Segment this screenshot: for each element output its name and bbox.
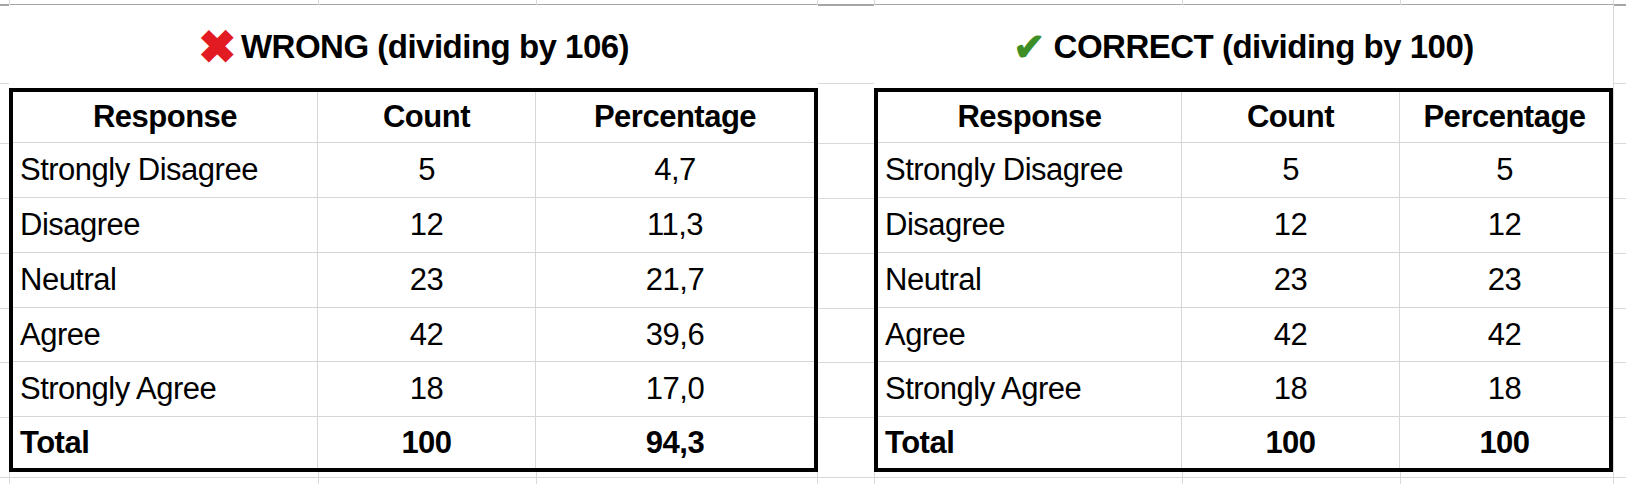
correct-title-text: CORRECT (dividing by 100) xyxy=(1054,28,1474,66)
check-mark-icon: ✔ xyxy=(1013,28,1044,66)
header-cell-response[interactable]: Response xyxy=(13,92,318,143)
cell-response[interactable]: Disagree xyxy=(878,198,1182,253)
cell-response[interactable]: Strongly Disagree xyxy=(878,143,1182,198)
cell-response[interactable]: Neutral xyxy=(878,253,1182,308)
cell-percentage[interactable]: 18 xyxy=(1400,362,1609,417)
cell-percentage[interactable]: 17,0 xyxy=(536,362,814,417)
cell-percentage[interactable]: 42 xyxy=(1400,308,1609,362)
wrong-title-text: WRONG (dividing by 106) xyxy=(241,28,629,66)
cell-percentage[interactable]: 39,6 xyxy=(536,308,814,362)
total-label-cell[interactable]: Total xyxy=(878,417,1182,468)
correct-table: Response Count Percentage Strongly Disag… xyxy=(874,88,1613,472)
cell-count[interactable]: 18 xyxy=(1182,362,1400,417)
header-cell-count[interactable]: Count xyxy=(1182,92,1400,143)
cell-response[interactable]: Agree xyxy=(13,308,318,362)
cell-percentage[interactable]: 23 xyxy=(1400,253,1609,308)
spreadsheet-canvas: ✖ WRONG (dividing by 106) ✔ CORRECT (div… xyxy=(0,0,1626,484)
cell-response[interactable]: Neutral xyxy=(13,253,318,308)
total-label-cell[interactable]: Total xyxy=(13,417,318,468)
cell-count[interactable]: 5 xyxy=(318,143,536,198)
correct-table-title[interactable]: ✔ CORRECT (dividing by 100) xyxy=(874,5,1613,88)
gridline xyxy=(1613,0,1614,484)
cell-count[interactable]: 42 xyxy=(318,308,536,362)
cell-response[interactable]: Strongly Agree xyxy=(13,362,318,417)
cell-count[interactable]: 5 xyxy=(1182,143,1400,198)
header-cell-count[interactable]: Count xyxy=(318,92,536,143)
cell-response[interactable]: Disagree xyxy=(13,198,318,253)
total-count-cell[interactable]: 100 xyxy=(318,417,536,468)
cell-count[interactable]: 12 xyxy=(1182,198,1400,253)
cell-percentage[interactable]: 21,7 xyxy=(536,253,814,308)
cell-percentage[interactable]: 12 xyxy=(1400,198,1609,253)
header-cell-percentage[interactable]: Percentage xyxy=(1400,92,1609,143)
cell-response[interactable]: Strongly Disagree xyxy=(13,143,318,198)
cell-percentage[interactable]: 11,3 xyxy=(536,198,814,253)
cell-percentage[interactable]: 5 xyxy=(1400,143,1609,198)
cell-count[interactable]: 23 xyxy=(318,253,536,308)
cell-percentage[interactable]: 4,7 xyxy=(536,143,814,198)
cell-count[interactable]: 23 xyxy=(1182,253,1400,308)
cell-count[interactable]: 18 xyxy=(318,362,536,417)
header-cell-response[interactable]: Response xyxy=(878,92,1182,143)
total-percentage-cell[interactable]: 100 xyxy=(1400,417,1609,468)
total-count-cell[interactable]: 100 xyxy=(1182,417,1400,468)
header-cell-percentage[interactable]: Percentage xyxy=(536,92,814,143)
wrong-table: Response Count Percentage Strongly Disag… xyxy=(9,88,818,472)
cell-count[interactable]: 12 xyxy=(318,198,536,253)
cell-response[interactable]: Strongly Agree xyxy=(878,362,1182,417)
cell-response[interactable]: Agree xyxy=(878,308,1182,362)
total-percentage-cell[interactable]: 94,3 xyxy=(536,417,814,468)
gridline xyxy=(0,477,1626,478)
cell-count[interactable]: 42 xyxy=(1182,308,1400,362)
x-mark-icon: ✖ xyxy=(198,24,236,70)
wrong-table-title[interactable]: ✖ WRONG (dividing by 106) xyxy=(9,5,818,88)
